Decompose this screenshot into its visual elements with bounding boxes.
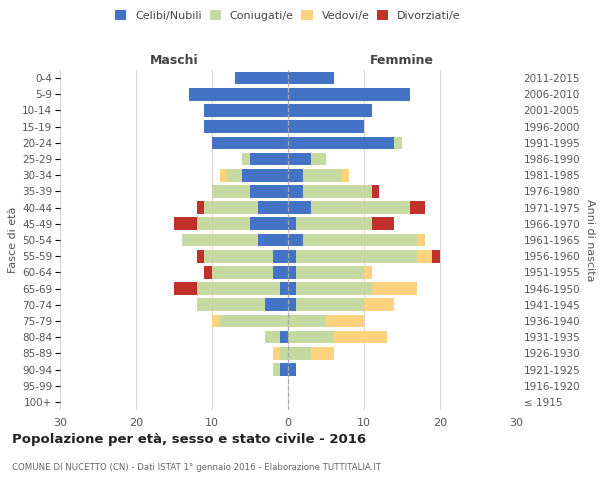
Bar — [371, 185, 379, 198]
Bar — [280, 282, 288, 295]
Y-axis label: Anni di nascita: Anni di nascita — [584, 198, 595, 281]
Bar — [197, 202, 205, 214]
Bar — [296, 282, 371, 295]
Bar — [334, 331, 387, 344]
Bar — [296, 250, 417, 262]
Bar — [250, 218, 288, 230]
Bar — [296, 298, 364, 311]
Bar — [197, 218, 250, 230]
Bar — [273, 347, 280, 360]
Bar — [288, 266, 296, 278]
Bar — [257, 234, 288, 246]
Bar — [265, 298, 288, 311]
Bar — [197, 250, 205, 262]
Bar — [197, 282, 280, 295]
Bar — [288, 298, 296, 311]
Bar — [288, 169, 303, 181]
Bar — [288, 104, 371, 117]
Bar — [288, 72, 334, 85]
Bar — [273, 250, 288, 262]
Bar — [288, 152, 311, 166]
Text: Maschi: Maschi — [149, 54, 199, 67]
Bar — [288, 250, 296, 262]
Bar — [265, 331, 280, 344]
Bar — [212, 266, 273, 278]
Legend: Celibi/Nubili, Coniugati/e, Vedovi/e, Divorziati/e: Celibi/Nubili, Coniugati/e, Vedovi/e, Di… — [113, 8, 463, 23]
Bar — [311, 347, 334, 360]
Bar — [288, 314, 326, 328]
Text: Popolazione per età, sesso e stato civile - 2016: Popolazione per età, sesso e stato civil… — [12, 432, 366, 446]
Bar — [205, 250, 273, 262]
Bar — [288, 120, 364, 133]
Bar — [235, 72, 288, 85]
Bar — [288, 136, 394, 149]
Bar — [296, 266, 364, 278]
Bar — [273, 266, 288, 278]
Bar — [220, 169, 227, 181]
Bar — [326, 314, 364, 328]
Bar — [341, 169, 349, 181]
Bar — [288, 185, 303, 198]
Bar — [303, 185, 371, 198]
Bar — [433, 250, 440, 262]
Bar — [205, 120, 288, 133]
Bar — [182, 234, 257, 246]
Bar — [303, 169, 341, 181]
Bar — [288, 234, 303, 246]
Bar — [288, 218, 296, 230]
Bar — [296, 218, 371, 230]
Bar — [288, 282, 296, 295]
Bar — [288, 347, 311, 360]
Bar — [288, 88, 410, 101]
Bar — [417, 234, 425, 246]
Bar — [280, 331, 288, 344]
Bar — [257, 202, 288, 214]
Bar — [303, 234, 417, 246]
Bar — [212, 314, 220, 328]
Bar — [364, 298, 394, 311]
Bar — [205, 266, 212, 278]
Bar — [205, 104, 288, 117]
Bar — [212, 136, 288, 149]
Bar — [205, 202, 257, 214]
Bar — [242, 152, 250, 166]
Text: Femmine: Femmine — [370, 54, 434, 67]
Bar — [189, 88, 288, 101]
Bar — [280, 363, 288, 376]
Bar — [220, 314, 288, 328]
Bar — [288, 363, 296, 376]
Text: COMUNE DI NUCETTO (CN) - Dati ISTAT 1° gennaio 2016 - Elaborazione TUTTITALIA.IT: COMUNE DI NUCETTO (CN) - Dati ISTAT 1° g… — [12, 462, 381, 471]
Bar — [174, 218, 197, 230]
Bar — [227, 169, 242, 181]
Bar — [410, 202, 425, 214]
Bar — [364, 266, 371, 278]
Bar — [311, 202, 410, 214]
Bar — [417, 250, 433, 262]
Bar — [242, 169, 288, 181]
Bar — [394, 136, 402, 149]
Bar — [250, 152, 288, 166]
Bar — [174, 282, 197, 295]
Y-axis label: Fasce di età: Fasce di età — [8, 207, 18, 273]
Bar — [311, 152, 326, 166]
Bar — [273, 363, 280, 376]
Bar — [197, 298, 265, 311]
Bar — [250, 185, 288, 198]
Bar — [280, 347, 288, 360]
Bar — [371, 282, 417, 295]
Bar — [212, 185, 250, 198]
Bar — [288, 202, 311, 214]
Bar — [371, 218, 394, 230]
Bar — [288, 331, 334, 344]
